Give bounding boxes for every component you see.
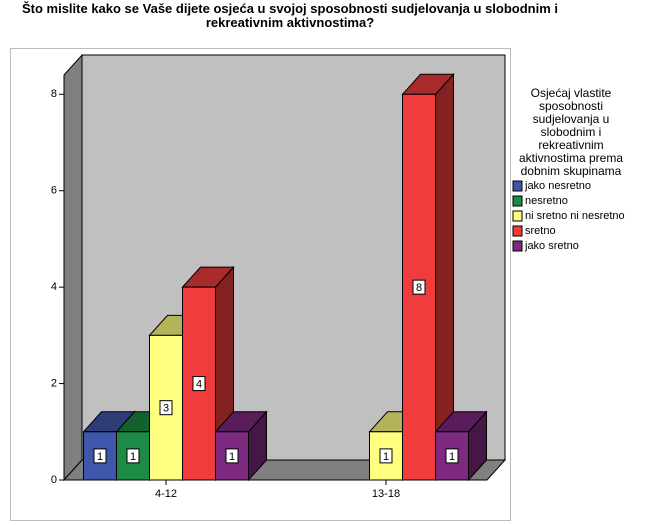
legend-swatch (512, 210, 523, 222)
legend-swatch (512, 195, 523, 207)
legend-label: ni sretno ni nesretno (525, 210, 625, 222)
legend-title: Osjećaj vlastite sposobnosti sudjelovanj… (518, 86, 624, 178)
legend-swatch (512, 180, 523, 192)
legend-label: jako sretno (524, 240, 579, 252)
legend-swatch (512, 240, 523, 252)
side-wall (63, 53, 83, 482)
value-label-box (159, 400, 173, 416)
value-label-box (126, 448, 140, 464)
legend-swatch (512, 225, 523, 237)
value-label-box (379, 448, 393, 464)
y-tick-label: 4 (51, 281, 57, 293)
value-label: 1 (449, 451, 455, 463)
chart-title: Što mislite kako se Vaše dijete osjeća u… (21, 1, 559, 30)
value-label-box (93, 448, 107, 464)
value-label: 3 (163, 403, 169, 415)
y-tick-label: 0 (51, 474, 57, 486)
value-label: 1 (130, 451, 136, 463)
plot-frame (10, 48, 511, 521)
x-tick-label: 4-12 (155, 488, 177, 500)
y-tick-label: 6 (51, 185, 57, 197)
value-label: 8 (416, 282, 422, 294)
value-label-box (192, 376, 206, 392)
y-tick-label: 2 (51, 377, 57, 389)
value-label-box (225, 448, 239, 464)
legend-label: jako nesretno (524, 180, 591, 192)
y-tick-label: 8 (51, 88, 57, 100)
value-label: 1 (383, 451, 389, 463)
x-tick-label: 13-18 (372, 488, 400, 500)
legend-label: sretno (525, 225, 556, 237)
value-label-box (412, 279, 426, 295)
legend-label: nesretno (525, 195, 568, 207)
value-label: 1 (229, 451, 235, 463)
value-label: 1 (97, 451, 103, 463)
value-label-box (445, 448, 459, 464)
value-label: 4 (196, 378, 202, 390)
